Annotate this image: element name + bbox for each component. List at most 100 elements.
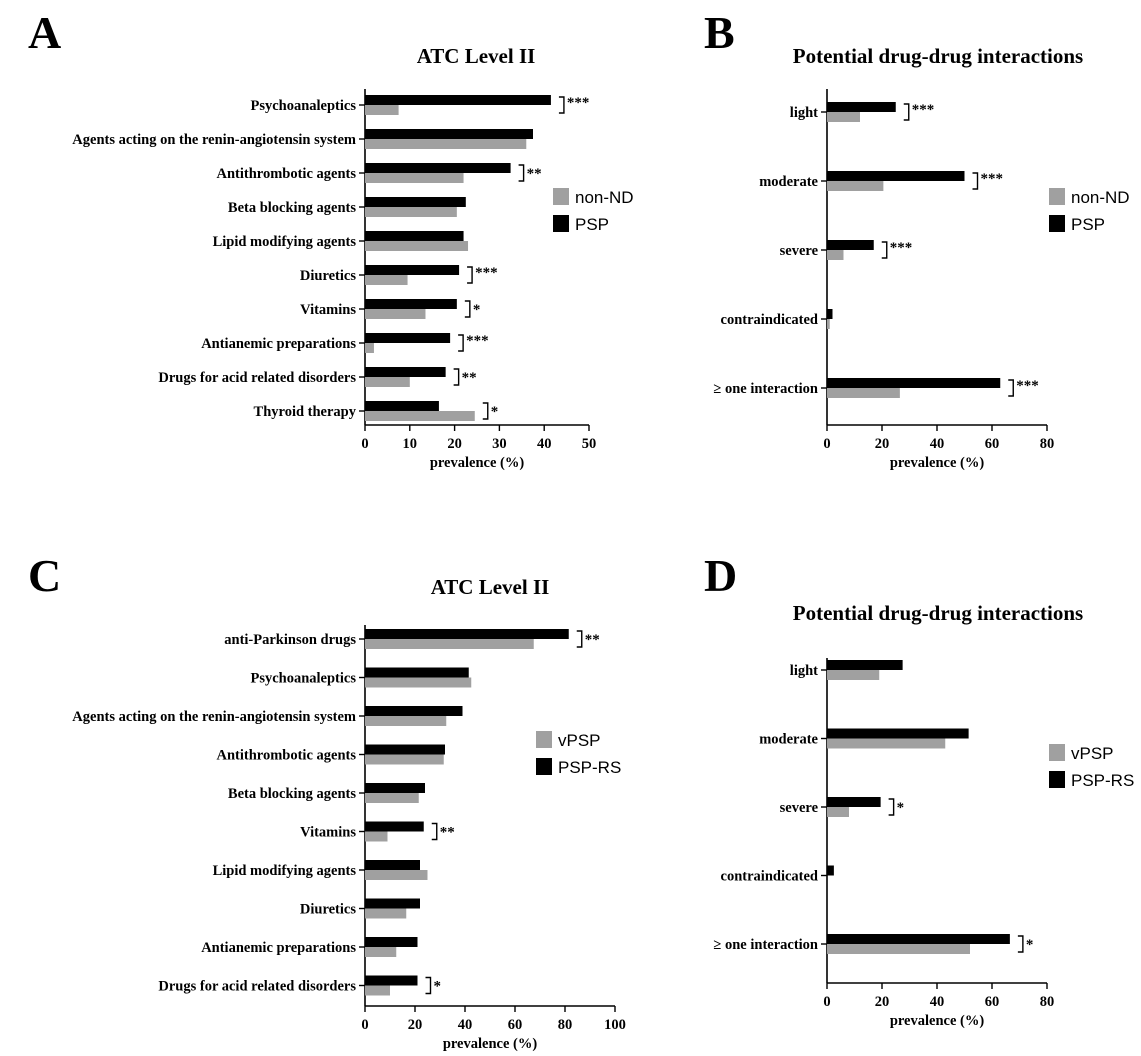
category-label: Lipid modifying agents — [213, 234, 357, 250]
bar-non-nd — [365, 105, 399, 115]
x-tick-label: 30 — [492, 436, 507, 452]
bar-psp-rs — [365, 860, 420, 870]
legend-swatch — [536, 758, 552, 775]
category-label: Antithrombotic agents — [217, 748, 357, 764]
legend-swatch — [553, 215, 569, 232]
x-tick-label: 80 — [1040, 994, 1055, 1010]
legend-entry: vPSP — [558, 731, 601, 750]
bar-non-nd — [365, 139, 527, 149]
bar-non-nd — [365, 411, 475, 421]
category-label: Agents acting on the renin-angiotensin s… — [72, 132, 356, 148]
bar-non-nd — [365, 241, 469, 251]
x-tick-label: 10 — [403, 436, 418, 452]
category-label: severe — [780, 800, 819, 816]
legend-swatch — [1049, 744, 1065, 761]
x-axis-label: prevalence (%) — [890, 1013, 985, 1029]
x-tick-label: 100 — [604, 1017, 626, 1033]
x-axis-label: prevalence (%) — [443, 1036, 538, 1052]
legend-entry: non-ND — [575, 188, 634, 207]
bar-vpsp — [365, 716, 447, 726]
category-label: Psychoanaleptics — [250, 98, 356, 114]
bar-psp-rs — [827, 660, 903, 670]
significance-marker: *** — [1016, 378, 1039, 394]
bar-non-nd — [365, 343, 374, 353]
x-tick-label: 0 — [823, 994, 830, 1010]
bar-psp — [827, 240, 874, 250]
bar-non-nd — [827, 388, 900, 398]
bar-vpsp — [827, 670, 880, 680]
significance-bracket — [888, 798, 895, 816]
panel-label-b: B — [704, 7, 735, 58]
bar-psp — [365, 265, 460, 275]
bar-vpsp — [365, 985, 390, 996]
bar-vpsp — [365, 677, 472, 688]
significance-bracket — [1017, 935, 1024, 953]
significance-marker: *** — [981, 171, 1004, 187]
chart-title: Potential drug-drug interactions — [793, 44, 1083, 68]
category-label: moderate — [759, 732, 818, 748]
bar-vpsp — [827, 738, 946, 749]
bar-psp — [365, 129, 533, 139]
bar-psp-rs — [827, 797, 881, 807]
category-label: Antianemic preparations — [201, 940, 356, 956]
x-tick-label: 20 — [875, 436, 890, 452]
significance-marker: *** — [475, 265, 498, 281]
bar-non-nd — [365, 207, 457, 217]
significance-marker: ** — [440, 825, 455, 841]
bar-psp — [827, 309, 833, 319]
bar-psp-rs — [365, 783, 425, 793]
bar-vpsp — [365, 870, 428, 880]
bar-psp — [365, 95, 551, 105]
bar-psp-rs — [365, 706, 463, 716]
bar-non-nd — [827, 319, 830, 329]
chart-b: Potential drug-drug interactions 0 20 40 60 8… — [713, 44, 1129, 471]
chart-title: ATC Level II — [431, 575, 550, 599]
significance-marker: *** — [567, 95, 590, 111]
bar-non-nd — [365, 377, 410, 387]
x-tick-label: 0 — [361, 1017, 368, 1033]
legend-swatch — [1049, 771, 1065, 788]
bar-vpsp — [365, 639, 534, 649]
bar-psp-rs — [365, 975, 418, 986]
bar-non-nd — [365, 173, 464, 183]
bar-psp-rs — [365, 667, 469, 678]
bar-psp-rs — [827, 865, 834, 876]
bar-vpsp — [365, 754, 444, 765]
chart-title: Potential drug-drug interactions — [793, 601, 1083, 625]
significance-bracket — [458, 334, 464, 352]
x-tick-label: 20 — [408, 1017, 423, 1033]
category-label: Diuretics — [300, 268, 356, 284]
x-tick-label: 60 — [985, 436, 1000, 452]
bar-non-nd — [827, 250, 844, 260]
significance-marker: *** — [466, 333, 489, 349]
bar-psp-rs — [365, 821, 424, 832]
significance-bracket — [903, 103, 910, 121]
bar-psp-rs — [365, 937, 418, 947]
legend-entry: non-ND — [1071, 188, 1130, 207]
legend-entry: PSP — [1071, 215, 1105, 234]
category-label: severe — [780, 243, 819, 259]
bar-psp — [365, 231, 464, 241]
x-tick-label: 40 — [458, 1017, 473, 1033]
bar-psp-rs — [827, 934, 1010, 944]
category-label: Psychoanaleptics — [250, 671, 356, 687]
bar-psp — [827, 102, 896, 112]
significance-marker: ** — [585, 632, 600, 648]
bar-psp — [365, 401, 439, 411]
category-label: Lipid modifying agents — [213, 863, 357, 879]
significance-bracket — [431, 822, 438, 841]
significance-marker: * — [897, 800, 905, 816]
bar-psp — [365, 299, 457, 309]
bar-psp-rs — [365, 898, 420, 909]
significance-bracket — [425, 976, 432, 995]
bar-non-nd — [365, 309, 426, 319]
x-tick-label: 60 — [985, 994, 1000, 1010]
significance-bracket — [881, 241, 888, 259]
x-axis-label: prevalence (%) — [430, 455, 525, 471]
chart-c: ATC Level II 0 20 40 60 80 100 prevalence (%) an… — [72, 575, 626, 1052]
significance-marker: ** — [527, 166, 542, 182]
category-label: light — [790, 105, 818, 121]
significance-bracket — [482, 402, 489, 420]
x-tick-label: 50 — [582, 436, 597, 452]
